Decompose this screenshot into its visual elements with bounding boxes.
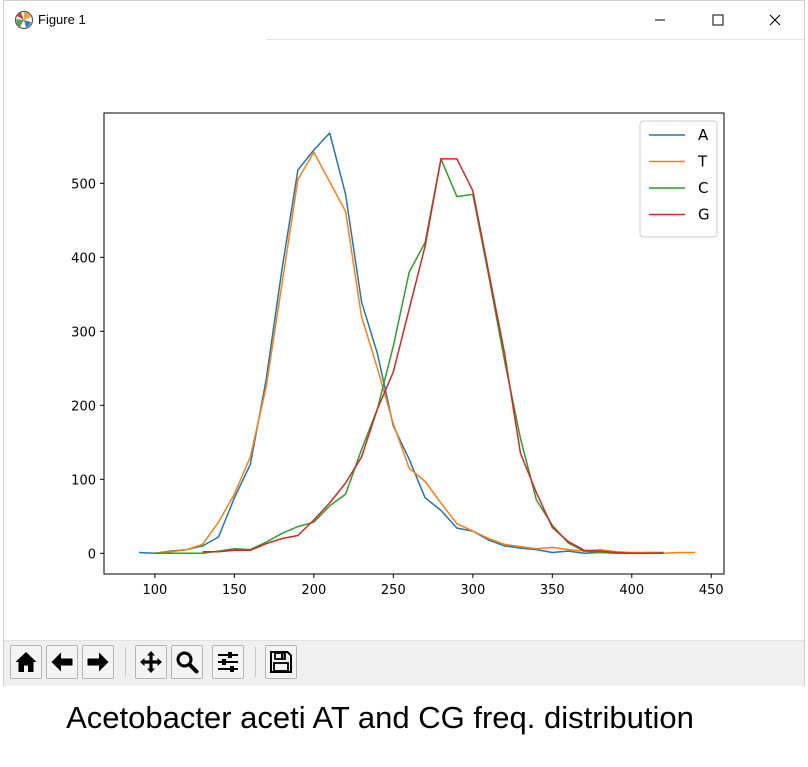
window-title: Figure 1 [38,12,86,27]
title-bar[interactable]: Figure 1 [4,1,804,39]
legend-frame [639,120,718,238]
move-icon [140,651,162,673]
y-tick-label: 0 [88,547,96,562]
plot-lines [138,132,696,555]
close-button[interactable] [746,1,804,39]
x-tick-label: 250 [381,583,406,598]
sliders-icon [218,652,238,672]
arrow-right-icon [87,652,109,672]
series-line-t [154,151,696,555]
title-separator [266,39,804,40]
close-icon [769,14,781,26]
x-axis: 100 150 200 250 300 350 400 450 [142,574,724,598]
pan-button[interactable] [135,645,167,679]
y-tick-label: 300 [71,325,96,340]
toolbar-separator [125,647,126,677]
home-button[interactable] [10,645,42,679]
y-tick-label: 200 [71,399,96,414]
x-tick-label: 150 [222,583,247,598]
plot-area-frame [103,112,725,575]
navigation-toolbar [4,640,804,686]
arrow-left-icon [51,652,73,672]
configure-subplots-button[interactable] [212,645,244,679]
zoom-button[interactable] [171,645,203,679]
x-tick-label: 200 [301,583,326,598]
series-line-a [138,132,664,555]
x-tick-label: 400 [619,583,644,598]
figure-caption: Acetobacter aceti AT and CG freq. distri… [66,700,694,735]
matplotlib-icon [14,10,34,30]
home-icon [15,652,37,672]
y-axis: 0 100 200 300 400 500 [71,177,104,562]
y-tick-label: 100 [71,473,96,488]
figure-window: Figure 1 100 150 200 250 300 350 400 450 0 100 20… [3,0,805,686]
legend-label-c: C [698,179,708,197]
x-tick-label: 300 [460,583,485,598]
series-line-c [154,158,632,555]
maximize-button[interactable] [689,1,747,39]
minimize-button[interactable] [631,1,689,39]
forward-button[interactable] [82,645,114,679]
magnifier-icon [176,651,199,674]
x-tick-label: 100 [142,583,167,598]
legend-label-a: A [698,126,709,144]
floppy-icon [270,651,292,673]
minimize-icon [655,19,665,21]
legend-label-g: G [698,206,710,224]
toolbar-separator [255,647,256,677]
maximize-icon [712,14,724,26]
x-tick-label: 350 [540,583,565,598]
legend-label-t: T [697,153,708,171]
line-chart: 100 150 200 250 300 350 400 450 0 100 200 300 400 50… [71,112,725,598]
series-line-g [202,158,664,555]
y-tick-label: 500 [71,177,96,192]
figure-canvas[interactable]: 100 150 200 250 300 350 400 450 0 100 200 300 400 50… [4,40,804,640]
x-tick-label: 450 [699,583,724,598]
save-button[interactable] [265,645,297,679]
y-tick-label: 400 [71,251,96,266]
back-button[interactable] [46,645,78,679]
